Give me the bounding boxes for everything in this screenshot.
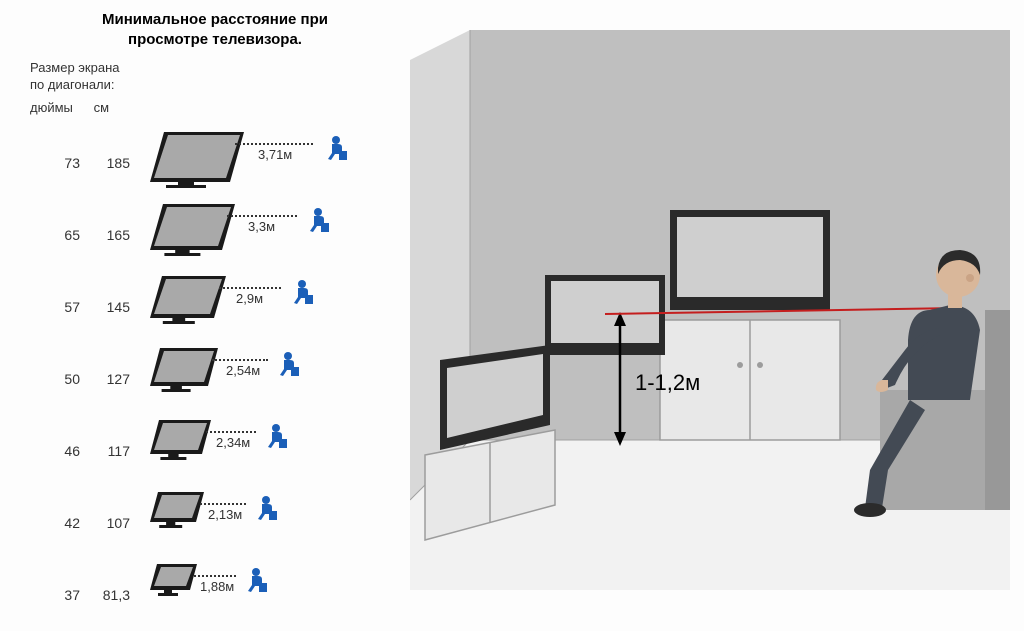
tv-icon (150, 346, 222, 401)
distance-dash (200, 503, 246, 505)
cell-cm: 145 (90, 299, 130, 315)
person-icon (292, 279, 314, 310)
distance-label: 2,34м (216, 435, 250, 450)
tv-icon (150, 418, 215, 469)
cell-cm: 81,3 (90, 587, 130, 603)
height-label: 1-1,2м (635, 370, 700, 395)
person-icon (246, 567, 268, 598)
main-title: Минимальное расстояние при просмотре тел… (90, 10, 340, 49)
cell-cm: 165 (90, 227, 130, 243)
person-icon (308, 207, 330, 238)
room-illustration: 1-1,2м (410, 30, 1010, 590)
person-icon (326, 135, 348, 166)
tv-icon (150, 202, 239, 265)
tv-icon (150, 274, 230, 333)
distance-dash (219, 287, 281, 289)
tv-icon (150, 130, 248, 197)
person-icon (266, 423, 288, 454)
distance-dash (206, 431, 256, 433)
col-header-inches: дюймы (30, 100, 90, 115)
distance-dash (212, 359, 268, 361)
cell-cm: 185 (90, 155, 130, 171)
cell-inches: 37 (40, 587, 80, 603)
col-header-cm: см (94, 100, 134, 115)
tv-icon (150, 562, 201, 605)
tv-icon (150, 490, 208, 537)
cell-cm: 107 (90, 515, 130, 531)
person-icon (256, 495, 278, 526)
cell-inches: 42 (40, 515, 80, 531)
distance-dash (235, 143, 313, 145)
distance-label: 3,71м (258, 147, 292, 162)
tv-large (670, 210, 830, 310)
cell-inches: 73 (40, 155, 80, 171)
distance-label: 2,9м (236, 291, 263, 306)
tv-medium (545, 275, 665, 355)
tv-small (425, 345, 555, 540)
distance-dash (227, 215, 297, 217)
distance-label: 1,88м (200, 579, 234, 594)
distance-label: 2,13м (208, 507, 242, 522)
cell-cm: 127 (90, 371, 130, 387)
cell-cm: 117 (90, 443, 130, 459)
column-headers: дюймы см (30, 100, 134, 115)
person-icon (278, 351, 300, 382)
cell-inches: 50 (40, 371, 80, 387)
distance-label: 3,3м (248, 219, 275, 234)
distance-label: 2,54м (226, 363, 260, 378)
cell-inches: 46 (40, 443, 80, 459)
size-header: Размер экрана по диагонали: (30, 60, 119, 94)
cell-inches: 65 (40, 227, 80, 243)
cell-inches: 57 (40, 299, 80, 315)
distance-dash (194, 575, 236, 577)
